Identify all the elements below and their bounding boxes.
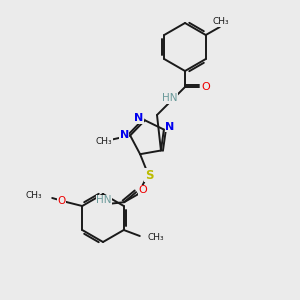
- Text: CH₃: CH₃: [96, 137, 112, 146]
- Text: O: O: [139, 185, 148, 195]
- Text: CH₃: CH₃: [148, 233, 164, 242]
- Text: CH₃: CH₃: [212, 17, 229, 26]
- Text: CH₃: CH₃: [26, 191, 42, 200]
- Text: N: N: [165, 122, 175, 131]
- Text: HN: HN: [96, 195, 112, 205]
- Text: S: S: [145, 169, 153, 182]
- Text: O: O: [202, 82, 210, 92]
- Text: N: N: [134, 113, 143, 123]
- Text: N: N: [120, 130, 129, 140]
- Text: HN: HN: [162, 93, 178, 103]
- Text: O: O: [57, 196, 65, 206]
